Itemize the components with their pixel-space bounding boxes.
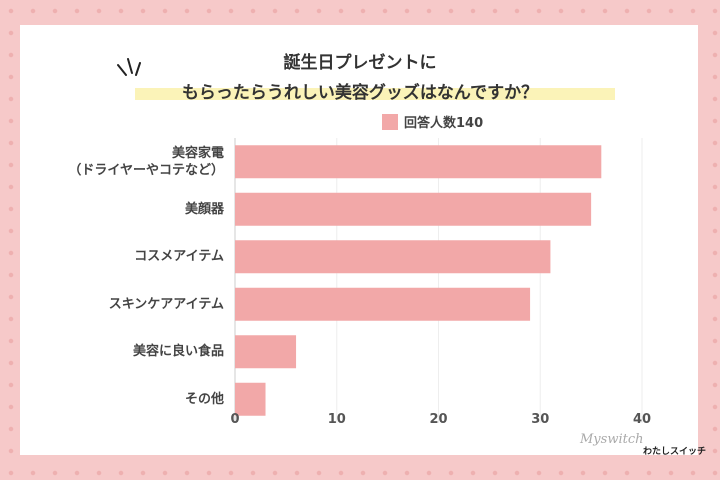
chart-title-line1: 誕生日プレゼントに	[283, 53, 437, 73]
logo-name: わたしスイッチ	[643, 447, 707, 457]
category-text: 美容家電	[171, 145, 224, 161]
bar	[235, 335, 297, 369]
bar	[235, 240, 551, 274]
legend-swatch	[382, 113, 398, 130]
sparkle-icon	[117, 58, 141, 76]
title-highlight	[135, 88, 615, 100]
category-label: その他	[185, 391, 224, 408]
category-sublabel: （ドライヤーやコテなど）	[68, 162, 224, 178]
legend-label: 回答人数140	[404, 116, 484, 131]
x-tick-label: 20	[429, 412, 448, 427]
logo-script: Myswitch	[580, 432, 644, 447]
bar	[235, 145, 602, 179]
category-label: 美容家電 （ドライヤーやコテなど）	[68, 145, 224, 179]
bar	[235, 287, 531, 321]
category-text: 美容に良い食品	[132, 344, 224, 360]
category-text: コスメアイテム	[134, 249, 224, 265]
category-label: 美容に良い食品	[133, 343, 224, 360]
x-tick-label: 30	[531, 412, 550, 427]
category-text: スキンケアアイテム	[108, 296, 224, 312]
category-label: コスメアイテム	[134, 248, 224, 265]
x-tick-label: 0	[230, 412, 240, 427]
category-text: 美顔器	[184, 201, 224, 217]
category-text: その他	[184, 391, 224, 407]
bar	[235, 382, 266, 416]
category-label: スキンケアアイテム	[109, 296, 224, 313]
x-tick-label: 10	[327, 412, 346, 427]
bar	[235, 192, 592, 226]
legend: 回答人数140	[382, 112, 483, 131]
x-tick-label: 40	[632, 412, 652, 427]
category-label: 美顔器	[185, 201, 224, 218]
chart-title-line2: もらったらうれしい美容グッズはなんですか？	[181, 83, 539, 103]
